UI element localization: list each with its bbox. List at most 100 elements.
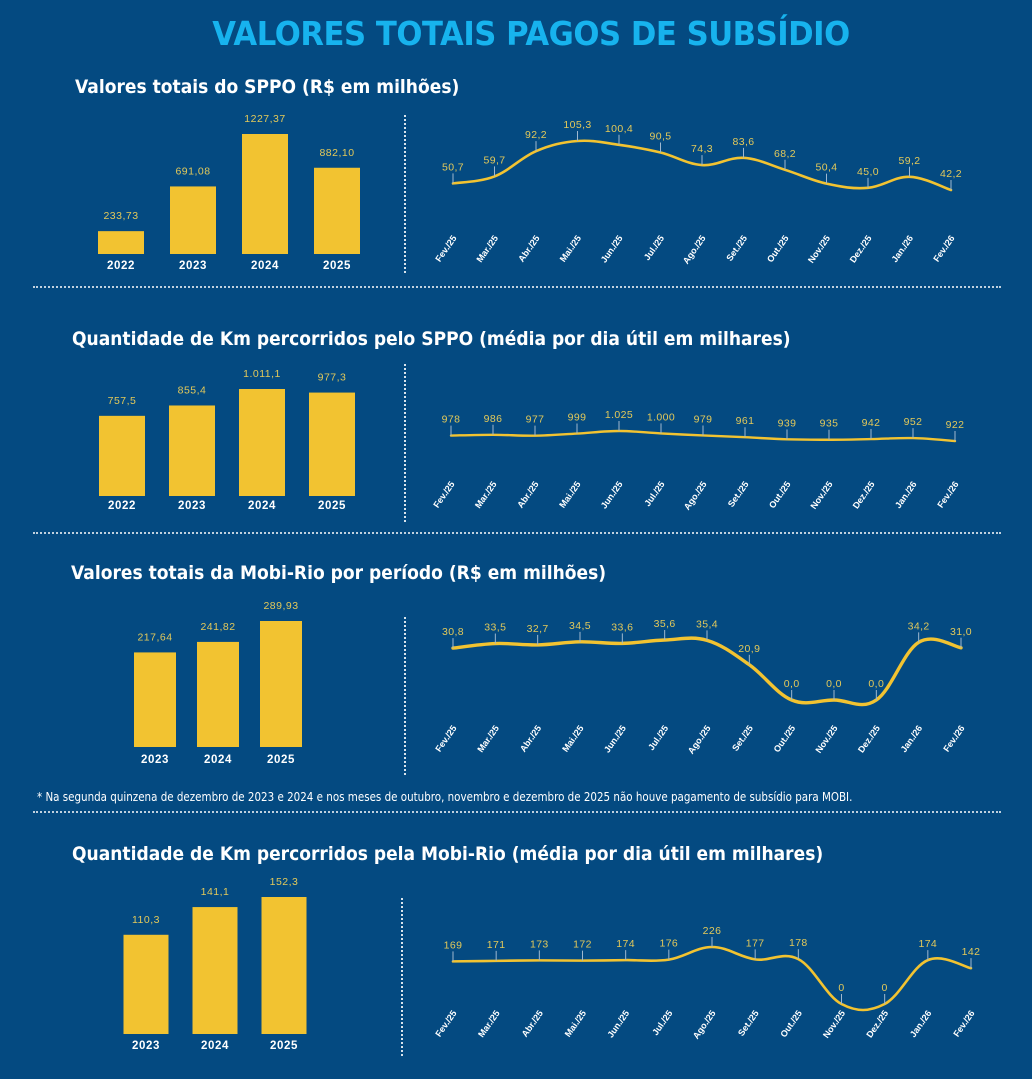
bar-2022 — [98, 231, 144, 254]
x-tick-label: Set./25 — [724, 233, 749, 263]
section-title-sppo-valores: Valores totais do SPPO (R$ em milhões) — [75, 76, 460, 98]
data-label: 31,0 — [950, 626, 972, 638]
x-tick-label: Nov./25 — [806, 233, 832, 264]
bar-value-label: 241,82 — [200, 621, 235, 633]
bar-2025 — [260, 621, 302, 747]
data-label: 42,2 — [940, 168, 962, 180]
bar-2025 — [261, 897, 307, 1034]
bar-value-label: 110,3 — [132, 914, 160, 926]
series-line — [451, 945, 973, 1012]
x-tick-label: Dez./25 — [851, 479, 877, 510]
year-label: 2024 — [201, 1040, 229, 1052]
data-label: 100,4 — [605, 123, 633, 135]
x-tick-label: Mai./25 — [558, 233, 583, 263]
year-label: 2025 — [323, 260, 351, 272]
x-tick-label: Ago./25 — [681, 233, 708, 265]
data-label: 978 — [442, 414, 461, 426]
x-tick-label: Jan./26 — [889, 233, 915, 264]
x-tick-label: Set./25 — [736, 1008, 761, 1038]
data-label: 942 — [862, 417, 881, 429]
section-title-mobi-km: Quantidade de Km percorridos pela Mobi-R… — [72, 843, 824, 865]
data-label: 92,2 — [525, 129, 547, 141]
data-label: 142 — [962, 946, 981, 958]
year-label: 2023 — [132, 1040, 160, 1052]
data-label: 999 — [568, 412, 587, 424]
data-label: 226 — [703, 925, 722, 937]
data-label: 32,7 — [527, 623, 549, 635]
bar-2023 — [170, 186, 216, 254]
x-tick-label: Jan./26 — [893, 479, 919, 510]
bar-value-label: 217,64 — [137, 631, 172, 643]
data-label: 59,2 — [898, 155, 920, 167]
data-label: 0,0 — [784, 678, 800, 690]
data-label: 176 — [659, 938, 678, 950]
x-tick-label: Jun./25 — [605, 1008, 631, 1039]
bar-2023 — [123, 934, 169, 1034]
x-tick-label: Fev./26 — [941, 723, 966, 753]
series-line — [451, 636, 963, 707]
data-label: 0,0 — [826, 678, 842, 690]
x-tick-label: Out./25 — [772, 723, 798, 754]
bar-2022 — [99, 415, 145, 496]
bar-value-label: 855,4 — [178, 384, 207, 396]
data-label: 169 — [444, 939, 463, 951]
year-label: 2023 — [178, 500, 206, 512]
x-tick-label: Jun./25 — [599, 233, 625, 264]
data-label: 178 — [789, 937, 808, 949]
x-tick-label: Mar./25 — [475, 723, 501, 754]
data-label: 922 — [946, 419, 965, 431]
data-label: 935 — [820, 418, 839, 430]
vertical-divider — [404, 617, 406, 775]
data-label: 939 — [778, 417, 797, 429]
x-tick-label: Fev./26 — [931, 233, 956, 263]
x-tick-label: Mai./25 — [560, 723, 585, 753]
data-label: 20,9 — [738, 643, 760, 655]
data-label: 171 — [487, 939, 506, 951]
bar-value-label: 882,10 — [319, 147, 354, 159]
x-tick-label: Fev./26 — [951, 1008, 976, 1038]
data-label: 45,0 — [857, 166, 879, 178]
year-label: 2025 — [270, 1040, 298, 1052]
data-label: 977 — [526, 414, 545, 426]
footnote: * Na segunda quinzena de dezembro de 202… — [37, 790, 853, 804]
x-tick-label: Dez./25 — [864, 1008, 890, 1039]
data-label: 174 — [616, 938, 635, 950]
bar-value-label: 289,93 — [263, 600, 298, 612]
x-tick-label: Fev./25 — [433, 723, 458, 753]
x-tick-label: Out./25 — [765, 233, 791, 264]
x-tick-label: Mar./25 — [474, 233, 500, 264]
bar-value-label: 691,08 — [175, 165, 210, 177]
section-title-sppo-km: Quantidade de Km percorridos pelo SPPO (… — [72, 328, 791, 350]
data-label: 34,2 — [908, 620, 930, 632]
section-divider — [33, 532, 1001, 534]
data-label: 50,4 — [815, 162, 837, 174]
x-tick-label: Jul./25 — [646, 723, 670, 752]
data-label: 0,0 — [868, 678, 884, 690]
data-label: 1.025 — [605, 409, 633, 421]
x-tick-label: Dez./25 — [856, 723, 882, 754]
x-tick-label: Out./25 — [767, 479, 793, 510]
x-tick-label: Mar./25 — [476, 1008, 502, 1039]
data-label: 172 — [573, 939, 592, 951]
bar-2024 — [192, 907, 238, 1034]
x-tick-label: Jun./25 — [602, 723, 628, 754]
bar-value-label: 233,73 — [103, 210, 138, 222]
data-label: 50,7 — [442, 161, 464, 173]
data-label: 74,3 — [691, 143, 713, 155]
x-tick-label: Jun./25 — [599, 479, 625, 510]
year-label: 2024 — [248, 500, 276, 512]
x-tick-label: Fev./25 — [431, 479, 456, 509]
data-label: 34,5 — [569, 620, 591, 632]
year-label: 2024 — [204, 754, 232, 766]
data-label: 59,7 — [483, 154, 505, 166]
year-label: 2023 — [141, 754, 169, 766]
x-tick-label: Jan./26 — [899, 723, 925, 754]
year-label: 2025 — [318, 500, 346, 512]
x-tick-label: Fev./26 — [935, 479, 960, 509]
bar-2024 — [242, 134, 288, 254]
